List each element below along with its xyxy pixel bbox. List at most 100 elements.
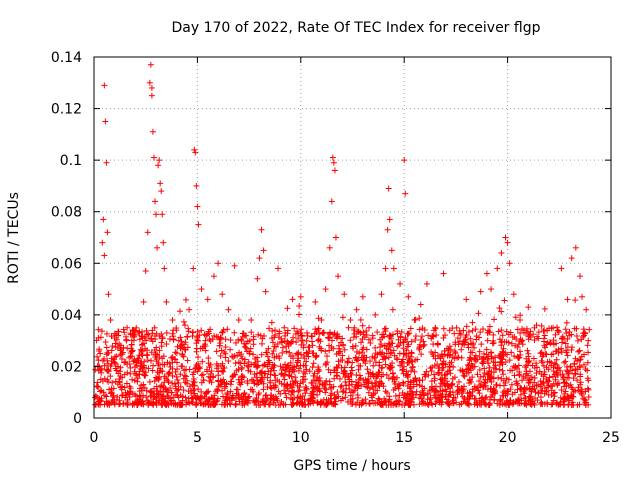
data-point (380, 353, 387, 360)
data-point (218, 401, 225, 408)
data-point (467, 355, 474, 362)
data-point (306, 368, 313, 375)
data-point (576, 273, 583, 280)
data-point (141, 358, 148, 365)
data-point (339, 352, 346, 359)
data-point (179, 393, 186, 400)
data-point (549, 383, 556, 390)
data-point (578, 353, 585, 360)
data-point (487, 374, 494, 381)
data-point (396, 392, 403, 399)
data-point (148, 349, 155, 356)
data-point (498, 359, 505, 366)
data-point (531, 324, 538, 331)
data-point (474, 371, 481, 378)
data-point (431, 371, 438, 378)
data-point (473, 333, 480, 340)
data-point (432, 401, 439, 408)
data-point (404, 372, 411, 379)
data-point (121, 359, 128, 366)
data-point (302, 390, 309, 397)
data-point (127, 364, 134, 371)
data-point (564, 352, 571, 359)
data-point (204, 331, 211, 338)
data-point (550, 341, 557, 348)
data-point (175, 337, 182, 344)
data-point (558, 265, 565, 272)
data-point (429, 386, 436, 393)
data-point (420, 342, 427, 349)
data-point (525, 304, 532, 311)
data-point (370, 373, 377, 380)
data-point (118, 392, 125, 399)
data-point (232, 360, 239, 367)
data-point (218, 347, 225, 354)
data-point (225, 306, 232, 313)
data-point (107, 390, 114, 397)
data-point (328, 400, 335, 407)
data-point (388, 335, 395, 342)
data-point (345, 324, 352, 331)
data-point (215, 334, 222, 341)
data-point (576, 363, 583, 370)
data-point (359, 293, 366, 300)
y-tick-label: 0.14 (51, 50, 82, 66)
data-point (444, 352, 451, 359)
data-point (167, 395, 174, 402)
data-point (310, 372, 317, 379)
data-point (243, 340, 250, 347)
data-point (108, 355, 115, 362)
data-point (538, 322, 545, 329)
data-point (159, 355, 166, 362)
data-point (236, 349, 243, 356)
data-point (481, 365, 488, 372)
data-point (579, 293, 586, 300)
data-point (193, 348, 200, 355)
data-point (417, 391, 424, 398)
data-point (296, 303, 303, 310)
data-point (561, 394, 568, 401)
data-point (342, 394, 349, 401)
data-point (258, 340, 265, 347)
data-point (385, 185, 392, 192)
data-point (148, 335, 155, 342)
data-point (384, 226, 391, 233)
data-point (163, 298, 170, 305)
data-point (508, 340, 515, 347)
data-point (219, 387, 226, 394)
data-point (371, 379, 378, 386)
data-point (400, 379, 407, 386)
data-point (363, 400, 370, 407)
data-point (139, 342, 146, 349)
data-point (366, 324, 373, 331)
data-point (132, 327, 139, 334)
data-point (541, 326, 548, 333)
data-point (154, 244, 161, 251)
data-point (205, 396, 212, 403)
data-point (127, 353, 134, 360)
data-point (502, 234, 509, 241)
data-point (551, 393, 558, 400)
data-point (507, 329, 514, 336)
data-point (413, 388, 420, 395)
data-point (314, 399, 321, 406)
data-point (542, 344, 549, 351)
data-point (476, 348, 483, 355)
data-point (285, 339, 292, 346)
data-point (224, 391, 231, 398)
data-point (565, 370, 572, 377)
data-point (195, 354, 202, 361)
data-point (401, 157, 408, 164)
data-point (554, 327, 561, 334)
data-point (152, 198, 159, 205)
data-point (411, 368, 418, 375)
data-point (297, 329, 304, 336)
y-tick-label: 0.02 (51, 359, 82, 375)
data-point (124, 324, 131, 331)
data-point (222, 336, 229, 343)
data-point (368, 392, 375, 399)
data-point (546, 374, 553, 381)
data-point (474, 400, 481, 407)
data-point (441, 351, 448, 358)
data-point (155, 391, 162, 398)
